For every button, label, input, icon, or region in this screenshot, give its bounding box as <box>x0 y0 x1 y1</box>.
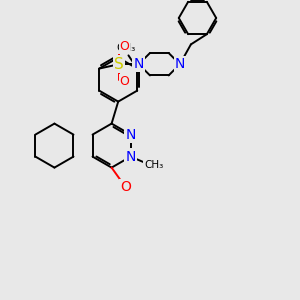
Text: O: O <box>121 180 131 194</box>
Text: CH₃: CH₃ <box>144 160 164 170</box>
Text: S: S <box>114 57 124 72</box>
Text: N: N <box>134 57 144 71</box>
Text: N: N <box>175 57 185 71</box>
Text: N: N <box>125 150 136 164</box>
Text: O: O <box>119 40 129 53</box>
Text: O: O <box>119 75 129 88</box>
Text: N: N <box>125 128 136 142</box>
Text: CH₃: CH₃ <box>117 43 136 53</box>
